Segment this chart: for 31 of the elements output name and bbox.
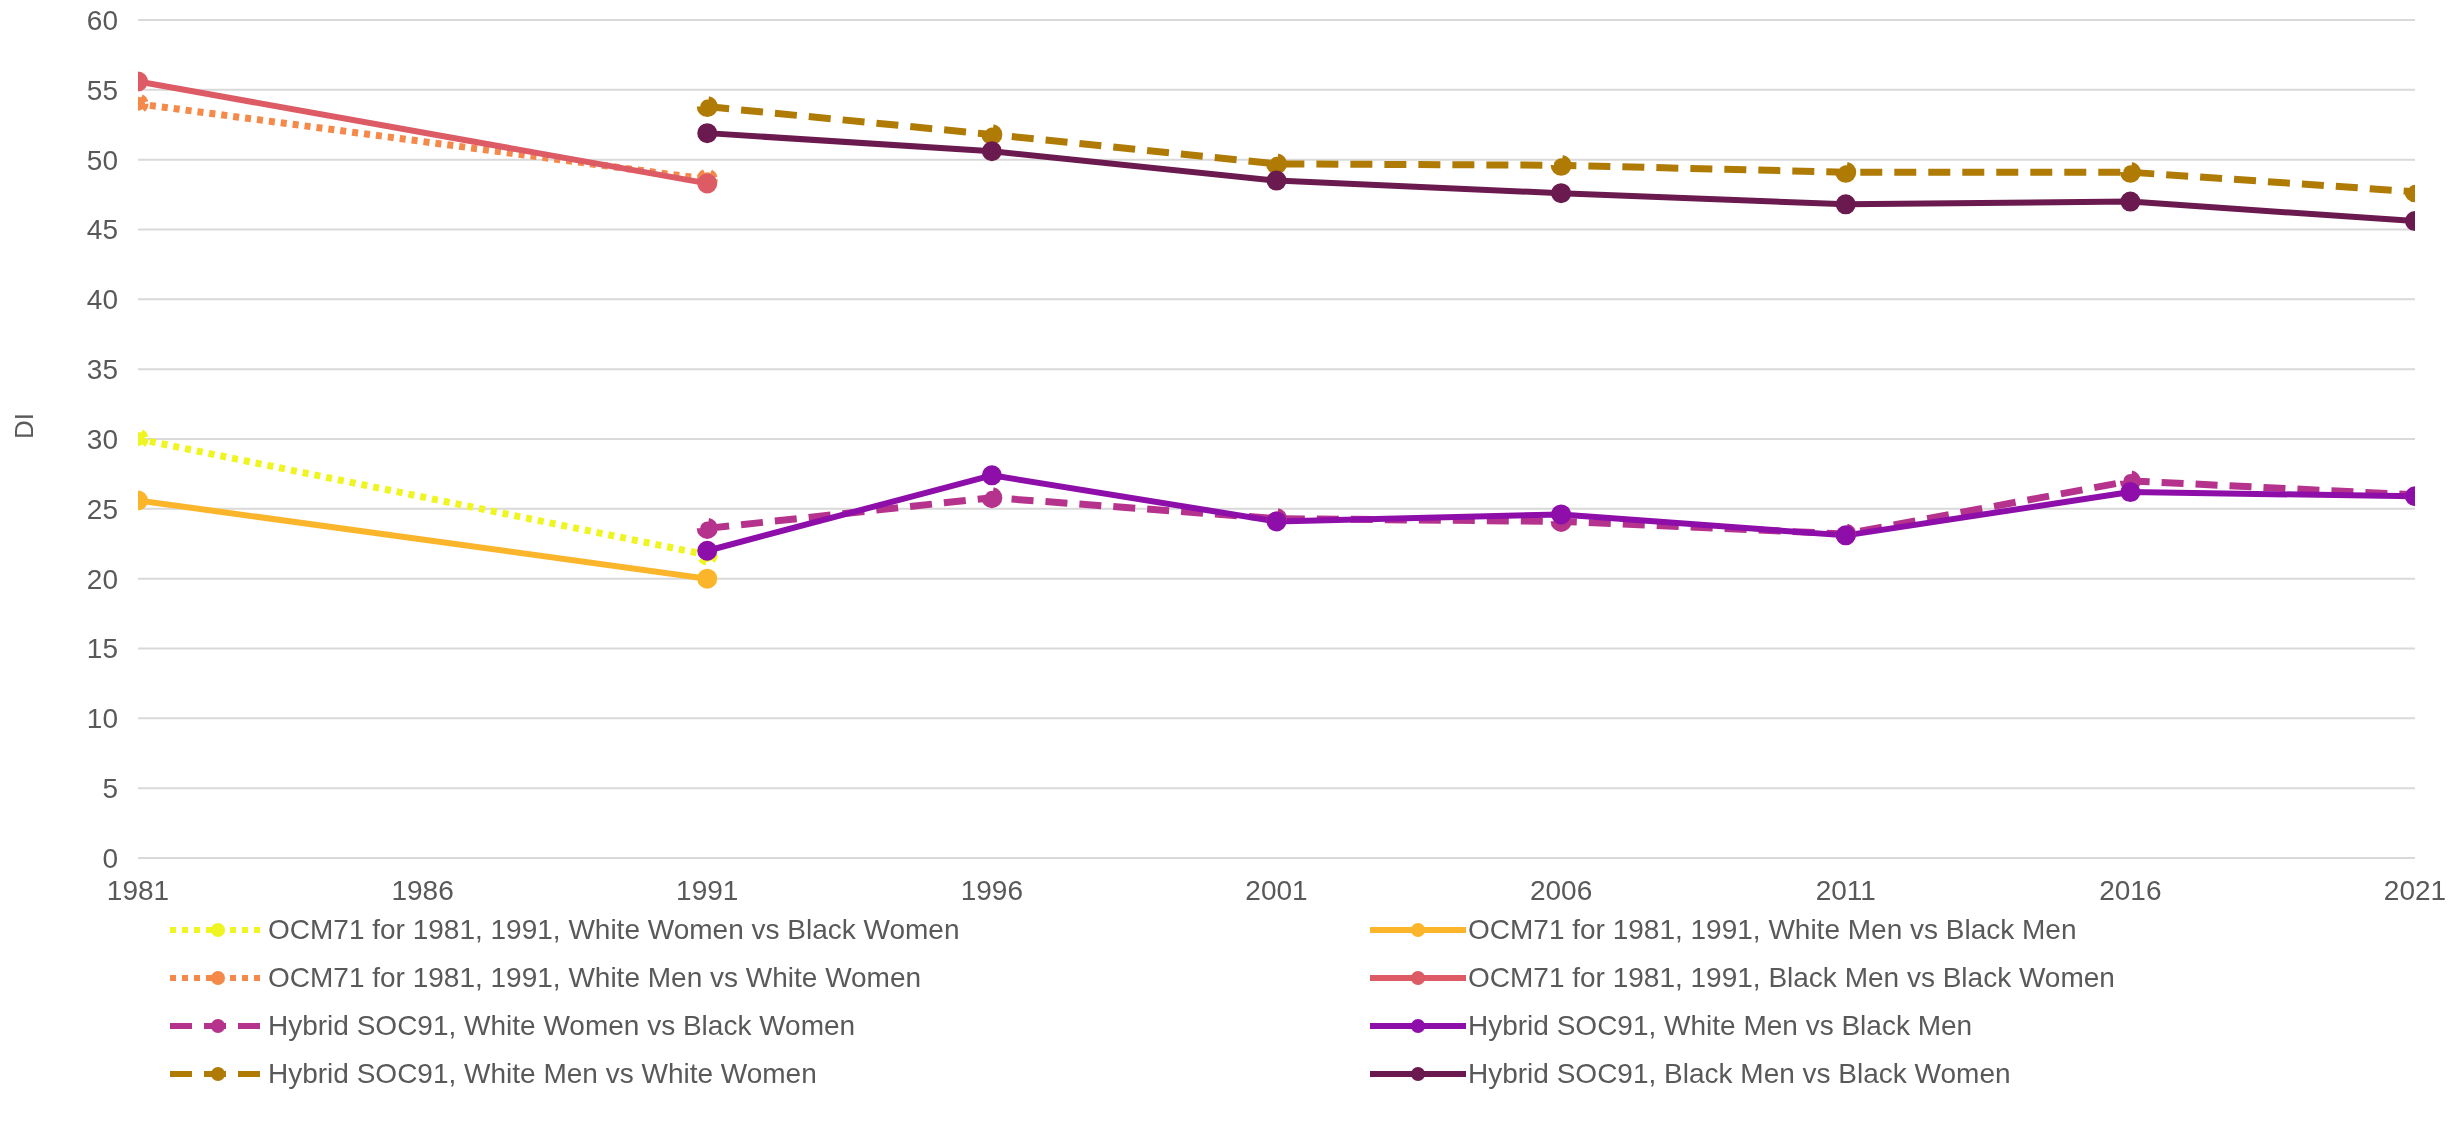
y-tick-label: 45 — [86, 214, 118, 246]
y-tick-label: 20 — [86, 563, 118, 595]
x-tick-label: 1996 — [960, 874, 1024, 906]
y-axis-title: DI — [9, 413, 40, 439]
y-tick-label: 15 — [86, 633, 118, 665]
legend-label: Hybrid SOC91, White Men vs White Women — [268, 1058, 817, 1090]
x-tick-label: 2001 — [1245, 874, 1308, 906]
legend-label: Hybrid SOC91, Black Men vs Black Women — [1468, 1058, 2011, 1090]
y-tick-label: 5 — [102, 773, 118, 805]
x-tick-label: 2011 — [1815, 874, 1876, 906]
x-tick-label: 2016 — [2099, 874, 2162, 906]
y-tick-label: 10 — [86, 703, 118, 735]
x-tick-label: 2006 — [1529, 874, 1593, 906]
y-tick-label: 40 — [86, 284, 118, 316]
x-tick-label: 2021 — [2383, 874, 2447, 906]
x-tick-label: 1991 — [676, 874, 739, 906]
y-tick-label: 30 — [86, 423, 118, 455]
x-tick-label: 1986 — [391, 874, 454, 906]
legend-label: OCM71 for 1981, 1991, White Women vs Black Women — [268, 914, 960, 946]
y-tick-label: 60 — [86, 4, 118, 36]
y-tick-label: 0 — [102, 842, 118, 874]
y-tick-label: 50 — [86, 144, 118, 176]
legend-label: OCM71 for 1981, 1991, White Men vs White Women — [268, 962, 922, 994]
legend-label: Hybrid SOC91, White Men vs Black Men — [1468, 1010, 1973, 1042]
legend-label: OCM71 for 1981, 1991, White Men vs Black Men — [1468, 914, 2077, 946]
y-tick-label: 25 — [86, 493, 118, 525]
y-tick-label: 35 — [86, 354, 118, 386]
legend-label: OCM71 for 1981, 1991, Black Men vs Black Women — [1468, 962, 2115, 994]
x-tick-label: 1981 — [106, 874, 170, 906]
legend-label: Hybrid SOC91, White Women vs Black Women — [268, 1010, 856, 1042]
y-tick-label: 55 — [86, 74, 118, 106]
